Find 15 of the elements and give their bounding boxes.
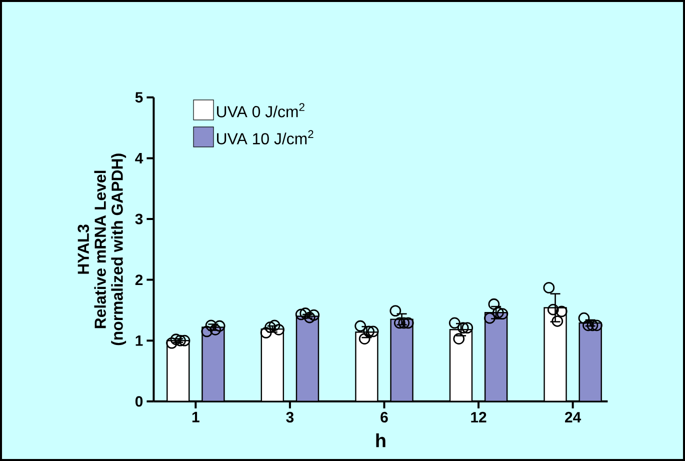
y-axis-title: HYAL3 Relative mRNA Level (normalized with GAPDH) [78, 154, 126, 346]
legend-label: UVA 0 J/cm$^{2}$ [217, 103, 304, 118]
x-tick-label: 1 [192, 412, 200, 422]
x-tick-label: 24 [565, 412, 582, 422]
y-tick-label: 4 [135, 153, 144, 164]
x-tick-label: 3 [286, 412, 294, 423]
y-tick-label: 5 [135, 92, 143, 103]
y-tick-label: 1 [136, 335, 143, 346]
legend-label: UVA 10 J/cm$^{2}$ [217, 130, 314, 144]
x-tick-label: 12 [471, 412, 486, 422]
y-tick-label: 0 [135, 396, 143, 407]
y-tick-label: 3 [135, 214, 143, 224]
x-tick-label: 6 [380, 412, 388, 422]
x-axis-title: h [376, 433, 386, 448]
y-tick-label: 2 [135, 274, 143, 286]
